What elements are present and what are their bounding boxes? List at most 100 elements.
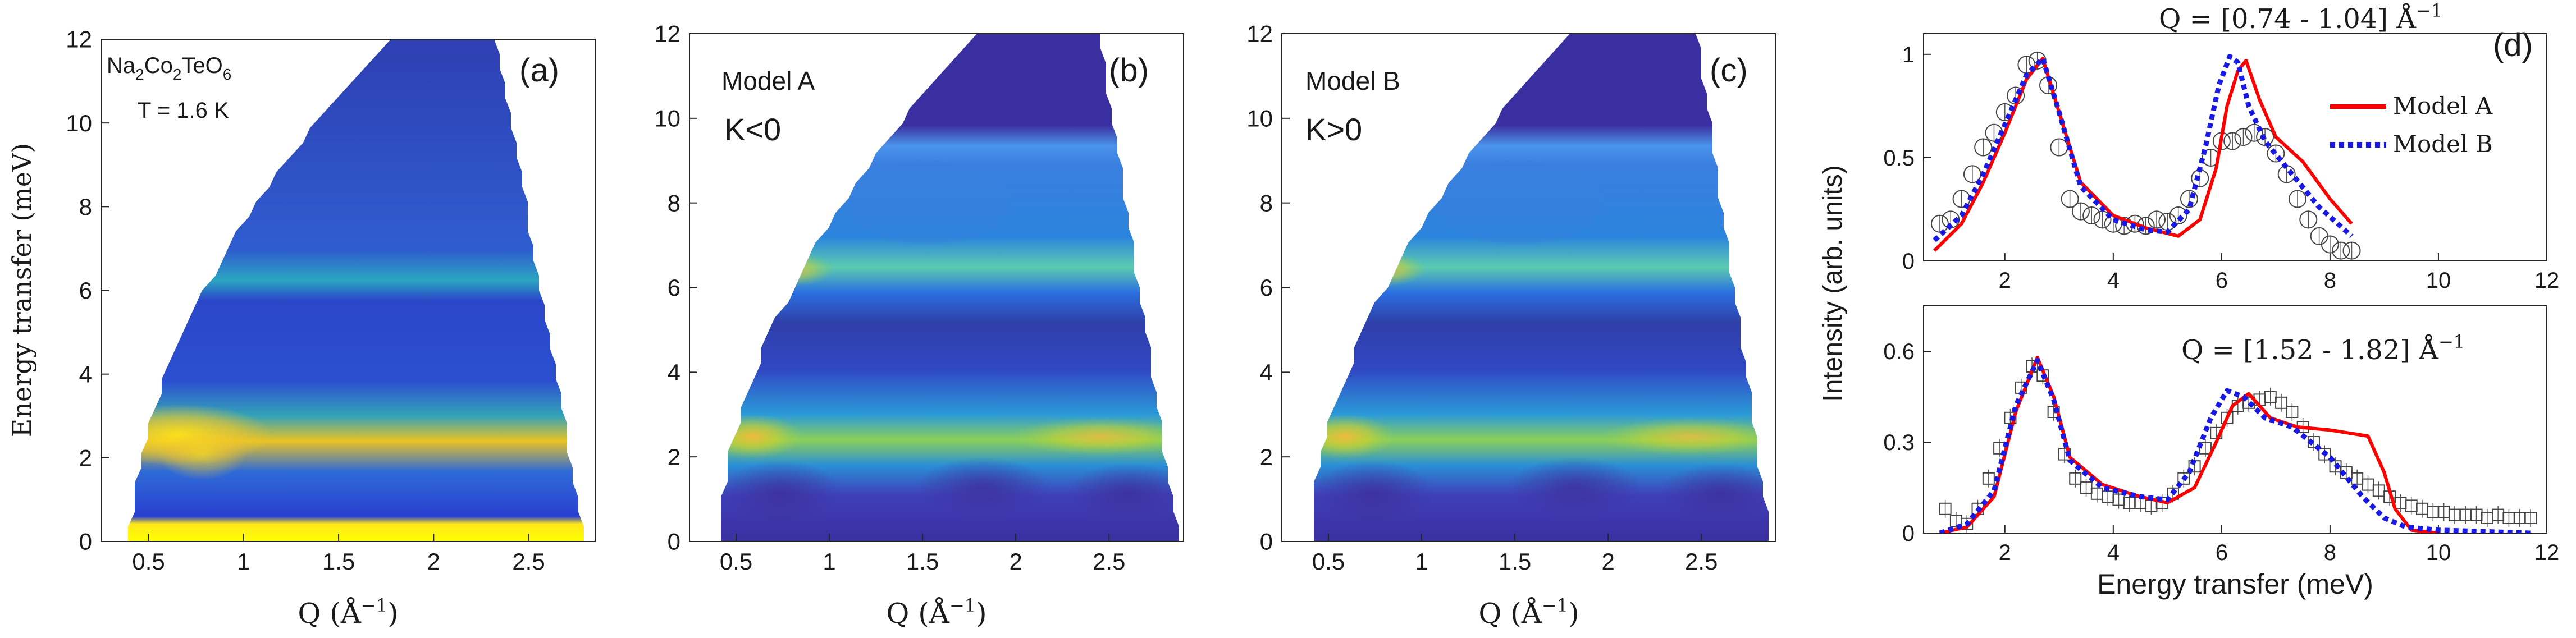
- panel-a: 0.5 1 1.5 2 2.5 0 2 4 6 8 10 12 Na2Co2TeO6 T = 1.6 …: [7, 26, 596, 630]
- x-tick-label: 1: [823, 548, 835, 575]
- panel-d-bottom: 2 4 6 8 10 12 0 0.3 0.6 Q = [1.52 - 1.82] Å−1 En…: [1883, 305, 2559, 600]
- panel-label-d: (d): [2493, 27, 2533, 63]
- y-tick-label: 1: [1902, 43, 1915, 67]
- data-point: [2069, 472, 2082, 485]
- data-point: [2275, 396, 2288, 409]
- x-tick-label: 1: [237, 548, 250, 575]
- data-point: [2223, 132, 2242, 150]
- x-tick-label: 8: [2324, 540, 2336, 565]
- data-point: [2061, 190, 2079, 208]
- model-a-curve: [1933, 57, 2353, 252]
- legend-model-b: Model B: [2393, 130, 2493, 158]
- data-point: [2180, 190, 2198, 208]
- data-point: [1961, 517, 1974, 530]
- x-tick-label: 2.5: [1685, 548, 1718, 575]
- panel-label-c: (c): [1710, 52, 1748, 89]
- x-tick-label: 1.5: [322, 548, 355, 575]
- x-tick-label: 12: [2534, 540, 2560, 565]
- kitaev-sign-label-c: K>0: [1305, 112, 1362, 147]
- x-axis-label-c: Q (Å−1): [1478, 595, 1579, 630]
- kitaev-sign-label-b: K<0: [724, 112, 781, 147]
- legend-model-a: Model A: [2393, 92, 2493, 120]
- y-tick-label: 2: [79, 445, 92, 471]
- y-tick-label: 2: [668, 444, 680, 470]
- data-point: [2082, 206, 2101, 224]
- x-tick-label: 10: [2426, 268, 2451, 293]
- x-axis-label-d: Energy transfer (meV): [2097, 568, 2373, 600]
- y-tick-label: 6: [79, 277, 92, 304]
- y-tick-label: 12: [1246, 21, 1273, 47]
- y-tick-label: 8: [1260, 190, 1273, 216]
- y-tick-label: 12: [654, 21, 680, 47]
- x-tick-label: 12: [2534, 268, 2560, 293]
- y-tick-label: 0: [1902, 249, 1915, 274]
- y-tick-label: 0: [668, 529, 680, 555]
- axis-a: 0.5 1 1.5 2 2.5 0 2 4 6 8 10 12: [66, 26, 545, 575]
- y-axis-label-d: Intensity (arb. units): [1818, 165, 1848, 402]
- legend: Model A Model B: [2330, 92, 2493, 158]
- data-point: [2256, 128, 2274, 146]
- data-point: [2071, 202, 2090, 221]
- data-point: [2148, 210, 2166, 229]
- x-axis-label-a: Q (Å−1): [298, 595, 398, 630]
- data-point: [2234, 128, 2253, 146]
- y-tick-label: 8: [668, 190, 680, 216]
- data-point: [2177, 472, 2190, 485]
- y-axis-label-a: Energy transfer (meV): [7, 143, 37, 437]
- q-range-title-bottom: Q = [1.52 - 1.82] Å−1: [2181, 331, 2465, 366]
- x-tick-label: 6: [2216, 268, 2228, 293]
- x-axis-label-b: Q (Å−1): [886, 595, 986, 630]
- y-tick-label: 8: [79, 194, 92, 220]
- data-point: [2267, 144, 2285, 163]
- x-tick-label: 1.5: [1499, 548, 1531, 575]
- data-point: [2199, 442, 2212, 455]
- x-tick-label: 2: [427, 548, 440, 575]
- data-point: [2245, 123, 2263, 142]
- x-tick-label: 8: [2324, 268, 2336, 293]
- data-point: [1939, 502, 1952, 515]
- y-tick-label: 0.3: [1883, 430, 1915, 455]
- axis-b: 0.5 1 1.5 2 2.5 0 2 4 6 8 10 12: [654, 21, 1125, 575]
- x-tick-label: 2: [1009, 548, 1022, 575]
- x-tick-label: 2: [1601, 548, 1614, 575]
- data-point: [1982, 472, 1995, 485]
- panel-b: 0.5 1 1.5 2 2.5 0 2 4 6 8 10 12 Model A K<0 (b) Q (…: [654, 21, 1184, 630]
- y-tick-label: 4: [668, 359, 680, 385]
- y-tick-label: 12: [66, 26, 92, 53]
- model-b-label: Model B: [1305, 66, 1400, 95]
- sample-label: Na2Co2TeO6: [107, 53, 231, 83]
- plot-d-top: [1930, 51, 2361, 260]
- y-tick-label: 0.6: [1883, 339, 1915, 364]
- x-tick-label: 10: [2426, 540, 2451, 565]
- x-tick-label: 2: [1999, 268, 2011, 293]
- y-tick-label: 4: [79, 361, 92, 387]
- axis-d-bottom: 2 4 6 8 10 12 0 0.3 0.6: [1883, 339, 2559, 565]
- x-tick-label: 0.5: [1312, 548, 1345, 575]
- y-tick-label: 10: [654, 105, 680, 132]
- x-tick-label: 4: [2107, 540, 2120, 565]
- panel-c: 0.5 1 1.5 2 2.5 0 2 4 6 8 10 12 Model B K>0 (c) Q (…: [1246, 21, 1776, 630]
- y-tick-label: 10: [66, 110, 92, 136]
- x-tick-label: 0.5: [132, 548, 165, 575]
- data-point: [2318, 448, 2331, 461]
- y-tick-label: 10: [1246, 105, 1273, 132]
- data-point: [2342, 241, 2361, 260]
- panel-label-b: (b): [1109, 52, 1149, 89]
- data-point: [2289, 190, 2306, 208]
- x-tick-label: 4: [2107, 268, 2120, 293]
- x-tick-label: 2: [1999, 540, 2011, 565]
- model-a-label: Model A: [721, 66, 815, 95]
- axis-d-top: 2 4 6 8 10 12 0 0.5 1: [1883, 43, 2559, 293]
- y-tick-label: 0: [79, 529, 92, 555]
- q-range-title-top: Q = [0.74 - 1.04] Å−1: [2159, 0, 2442, 35]
- data-point: [2332, 241, 2350, 260]
- x-tick-label: 2.5: [1093, 548, 1125, 575]
- plot-d-bottom: [1939, 355, 2537, 533]
- data-point: [2299, 210, 2318, 229]
- y-tick-label: 4: [1260, 359, 1273, 385]
- y-tick-label: 6: [668, 274, 680, 301]
- data-point: [2321, 235, 2339, 254]
- panel-label-a: (a): [519, 52, 559, 89]
